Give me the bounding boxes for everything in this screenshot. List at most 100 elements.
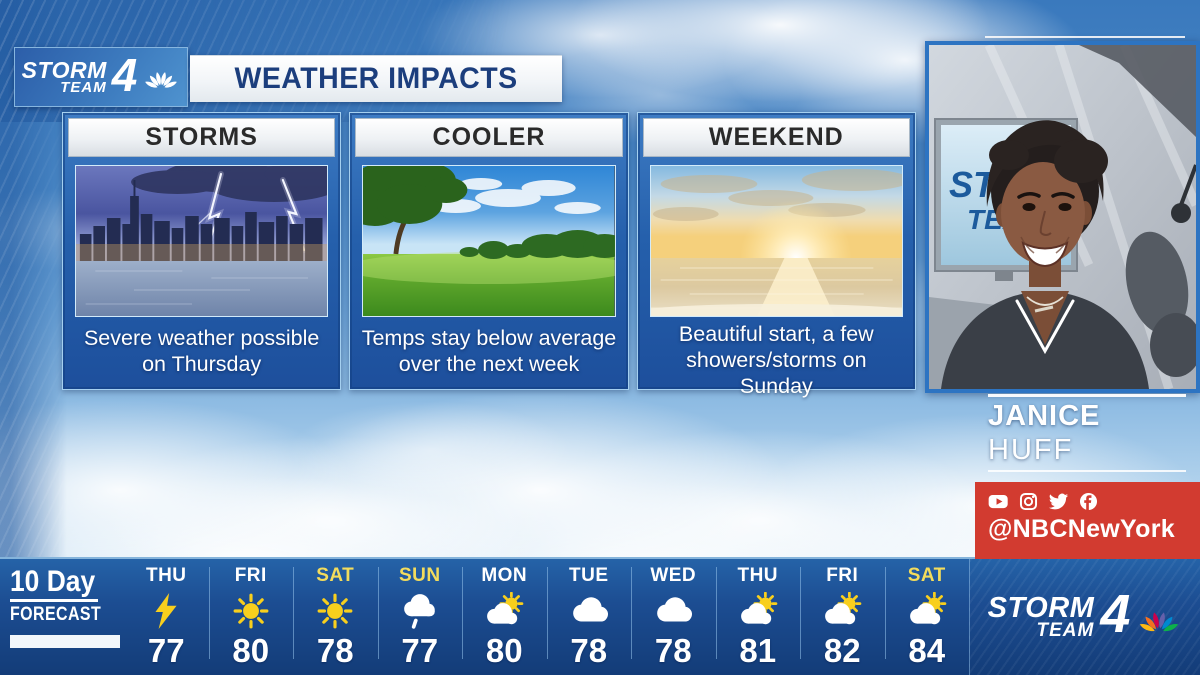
storm-clouds <box>131 166 328 202</box>
forecast-day-temp: 78 <box>316 632 354 669</box>
studio-scene: STORM TEAM <box>929 45 1196 389</box>
vneck-trim <box>1015 299 1075 355</box>
studio-chair <box>1125 164 1196 377</box>
panel-caption: Beautiful start, a few showers/storms on… <box>678 322 874 399</box>
impact-panel-cooler: COOLER <box>349 112 629 390</box>
weather-icon <box>293 590 378 632</box>
forecast-label-bar <box>10 634 120 648</box>
forecast-day: FRI 82 <box>800 559 885 675</box>
weather-icon <box>631 590 716 632</box>
forecast-day: SAT 78 <box>293 559 378 675</box>
forecast-day-temp: 78 <box>570 632 608 669</box>
logo-word-team: TEAM <box>60 78 107 96</box>
forecast-day-temp: 78 <box>654 632 692 669</box>
footer-logo-words: STORM TEAM <box>987 592 1095 641</box>
impact-panel-storms: STORMS <box>62 112 342 390</box>
large-tree <box>363 166 468 255</box>
instagram-icon <box>1019 492 1038 510</box>
stormteam4-logo: STORM TEAM 4 <box>14 47 188 107</box>
forecast-day-temp: 80 <box>485 632 523 669</box>
forecast-text: FORECAST <box>10 603 102 625</box>
panel-title: STORMS <box>68 118 336 157</box>
logo-word-storm: STORM <box>21 56 107 83</box>
twitter-icon <box>1048 493 1069 509</box>
panel-caption: Severe weather possible on Thursday <box>83 325 320 376</box>
panel-caption: Temps stay below average over the next w… <box>361 325 617 376</box>
social-handle: @NBCNewYork <box>988 515 1175 543</box>
city-skyline <box>79 180 323 261</box>
ocean-sunrise-graphic <box>650 166 902 316</box>
impact-panels-row: STORMS <box>62 112 916 398</box>
weather-icon <box>716 590 801 632</box>
sunrise-photo <box>649 165 903 317</box>
facebook-icon <box>1079 492 1098 510</box>
forecast-day: TUE 78 <box>546 559 632 675</box>
reporter-last-name: HUFF <box>988 433 1074 466</box>
park-photo <box>362 165 616 317</box>
forecast-day: FRI 80 <box>208 559 294 675</box>
footer-logo-storm: STORM <box>987 592 1095 625</box>
forecast-day-temp: 81 <box>739 632 777 669</box>
forecast-days-row: THU 77 FRI 80 SAT 78 SUN 77 MON <box>124 559 969 675</box>
forecast-day-label: WED <box>650 565 697 586</box>
sun-reflection <box>756 258 835 316</box>
social-icons-row <box>988 490 1200 512</box>
forecast-day-label: SAT <box>907 565 946 586</box>
panel-title: COOLER <box>355 118 623 157</box>
nbc-peacock-icon <box>142 68 180 92</box>
forecast-day: MON 80 <box>462 559 547 675</box>
forecast-day: THU 77 <box>124 559 209 675</box>
youtube-icon <box>988 494 1008 508</box>
name-divider-top <box>988 394 1186 397</box>
footer-logo-number-4: 4 <box>1100 584 1131 644</box>
reporter-figure <box>941 120 1149 389</box>
forecast-day-temp: 77 <box>147 632 185 669</box>
forecast-day-label: FRI <box>234 565 267 586</box>
weather-icon <box>378 590 463 632</box>
logo-number-4: 4 <box>111 49 138 101</box>
forecast-day-temp: 84 <box>908 632 946 669</box>
forecast-day-label: MON <box>481 565 528 586</box>
forecast-day-temp: 77 <box>401 632 439 669</box>
forecast-day-label: TUE <box>569 565 609 586</box>
storms-photo <box>75 165 329 317</box>
forecast-day-temp: 82 <box>823 632 861 669</box>
reporter-video-inset: STORM TEAM <box>925 41 1200 393</box>
weather-icon <box>547 590 632 632</box>
forecast-day-temp: 80 <box>232 632 270 669</box>
social-media-box: @NBCNewYork <box>975 482 1200 559</box>
name-divider-bottom <box>988 470 1186 472</box>
ten-day-text: 10 Day <box>10 566 98 602</box>
banner-title: WEATHER IMPACTS <box>234 62 518 95</box>
ten-day-forecast-label: 10 Day FORECAST <box>10 566 122 648</box>
forecast-day: WED 78 <box>631 559 716 675</box>
stormteam4-logo-words: STORM TEAM <box>21 56 107 96</box>
weather-icon <box>800 590 885 632</box>
forecast-day-label: THU <box>737 565 779 586</box>
city-lightning-graphic <box>76 166 328 316</box>
forecast-day: SUN 77 <box>377 559 463 675</box>
forecast-day: SAT 84 <box>884 559 970 675</box>
impact-panel-weekend: WEEKEND <box>636 112 916 398</box>
ten-day-forecast-strip: 10 Day FORECAST THU 77 FRI 80 SAT 78 SUN <box>0 557 1200 675</box>
video-top-accent-line <box>985 36 1185 38</box>
water-reflections <box>85 270 308 305</box>
panel-title: WEEKEND <box>642 118 910 157</box>
reporter-smile <box>1021 241 1069 268</box>
green-park-graphic <box>363 166 615 316</box>
forecast-day-label: SAT <box>316 565 355 586</box>
forecast-day-label: THU <box>145 565 187 586</box>
forecast-day-label: FRI <box>826 565 859 586</box>
weather-impacts-banner: WEATHER IMPACTS <box>190 55 562 102</box>
reporter-first-name: JANICE <box>988 400 1101 432</box>
weather-icon <box>124 590 209 632</box>
forecast-day: THU 81 <box>715 559 801 675</box>
weather-icon <box>209 590 294 632</box>
reporter-name: JANICE HUFF <box>988 400 1100 468</box>
footer-logo-team: TEAM <box>1036 619 1095 641</box>
weather-icon <box>462 590 547 632</box>
weather-icon <box>885 590 970 632</box>
treeline <box>459 230 615 259</box>
footer-logo-area: STORM TEAM 4 <box>969 559 1200 675</box>
